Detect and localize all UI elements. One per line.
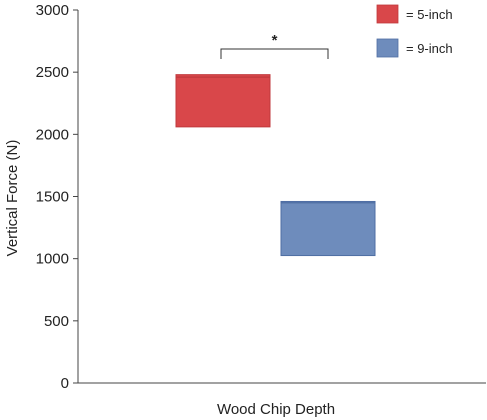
significance-star: * (272, 32, 278, 49)
legend-label-2: = 9-inch (406, 41, 453, 56)
y-tick-label: 1000 (36, 251, 69, 268)
y-tick-label: 500 (44, 313, 69, 330)
y-axis: 0 500 1000 1500 2000 2500 3000 (36, 2, 79, 392)
y-axis-title: Vertical Force (N) (4, 140, 21, 257)
legend-swatch-2 (376, 38, 399, 58)
x-axis-title: Wood Chip Depth (217, 401, 335, 418)
y-tick-label: 1500 (36, 189, 69, 206)
significance-annotation: * (220, 32, 329, 59)
y-tick-label: 2500 (36, 64, 69, 81)
legend-label-1: = 5-inch (406, 7, 453, 22)
y-tick-label: 2000 (36, 126, 69, 143)
box-1 (175, 74, 271, 128)
legend: = 5-inch = 9-inch (376, 4, 453, 58)
boxes (175, 74, 376, 257)
y-tick-label: 0 (61, 375, 69, 392)
significance-bracket (220, 48, 329, 59)
y-tick-label: 3000 (36, 2, 69, 19)
box-2 (280, 200, 376, 257)
legend-swatch-1 (376, 4, 399, 24)
